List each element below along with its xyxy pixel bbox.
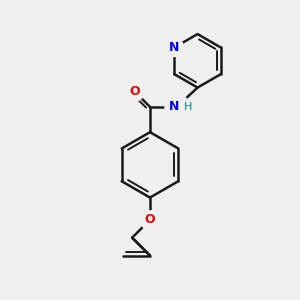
Text: O: O — [129, 85, 140, 98]
Text: O: O — [145, 213, 155, 226]
Text: H: H — [184, 102, 192, 112]
Text: N: N — [169, 41, 180, 54]
Text: N: N — [169, 100, 180, 113]
